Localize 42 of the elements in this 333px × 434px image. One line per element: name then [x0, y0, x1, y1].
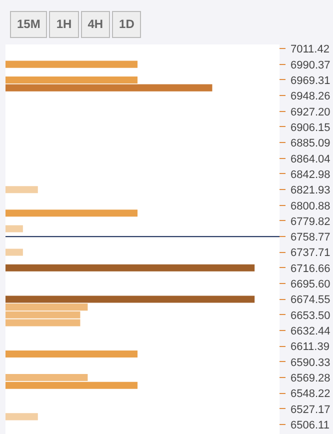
- bar: [6, 350, 138, 358]
- y-tick-label: 7011.42: [290, 44, 330, 56]
- text: 1H: [49, 11, 79, 38]
- bar: [6, 76, 138, 84]
- y-tick-label: 6611.39: [290, 341, 330, 354]
- y-tick-label: 6506.11: [290, 420, 330, 432]
- y-tick-label: 6927.20: [290, 106, 330, 118]
- y-tick-label: 6842.98: [290, 168, 330, 181]
- y-tick-label: 6569.28: [290, 372, 330, 385]
- y-tick-label: 6885.09: [290, 138, 330, 150]
- y-tick-label: 6737.71: [290, 247, 330, 260]
- y-tick-label: 6653.50: [290, 310, 330, 322]
- bar: [6, 374, 88, 382]
- text: 15M: [10, 11, 48, 38]
- y-tick-label: 6548.22: [290, 388, 330, 400]
- bar: [6, 382, 138, 389]
- bar: [6, 84, 212, 92]
- y-tick-label: 6695.60: [290, 278, 330, 291]
- y-tick-label: 6716.66: [290, 262, 330, 275]
- bar: [6, 60, 138, 68]
- y-tick-label: 6779.82: [290, 216, 330, 228]
- text: 4H: [80, 11, 110, 38]
- y-tick-label: 6758.77: [290, 232, 330, 244]
- y-tick-label: 6990.37: [290, 59, 330, 72]
- y-tick-label: 6864.04: [290, 153, 330, 166]
- y-tick-label: 6590.33: [290, 356, 330, 369]
- bar: [6, 413, 38, 420]
- bar: [6, 186, 38, 194]
- y-tick-label: 6632.44: [290, 326, 330, 338]
- bar: [6, 296, 255, 303]
- y-tick-label: 6969.31: [290, 74, 330, 87]
- bar: [6, 225, 23, 232]
- y-tick-label: 6948.26: [290, 90, 330, 103]
- y-tick-label: 6821.93: [290, 184, 330, 197]
- y-tick-label: 6527.17: [290, 404, 330, 416]
- bar: [6, 264, 255, 272]
- y-tick-label: 6906.15: [290, 122, 330, 134]
- y-tick-label: 6800.88: [290, 200, 330, 212]
- text: 1D: [112, 11, 142, 38]
- bar: [6, 210, 138, 217]
- bar: [6, 248, 23, 256]
- y-tick-label: 6674.55: [290, 294, 330, 306]
